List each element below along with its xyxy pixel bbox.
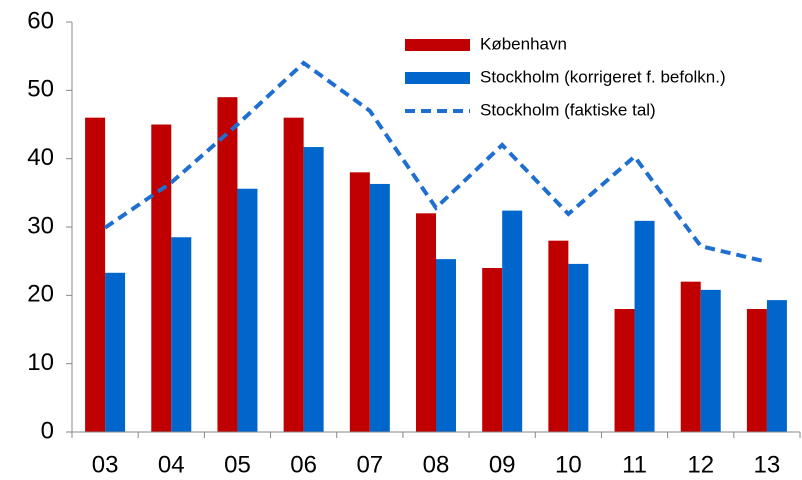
- bar: [634, 220, 655, 432]
- y-tick-label: 20: [27, 281, 54, 308]
- bar: [548, 240, 569, 432]
- bar: [766, 300, 787, 432]
- x-tick-label: 03: [92, 451, 119, 478]
- legend-swatch: [405, 39, 470, 51]
- x-tick-label: 07: [356, 451, 383, 478]
- bar: [700, 289, 721, 432]
- y-tick-label: 50: [27, 76, 54, 103]
- x-tick-label: 09: [489, 451, 516, 478]
- legend-label: Stockholm (faktiske tal): [480, 100, 656, 119]
- bar: [568, 263, 589, 432]
- x-tick-label: 04: [158, 451, 185, 478]
- y-tick-label: 30: [27, 212, 54, 239]
- x-tick-label: 06: [290, 451, 317, 478]
- x-tick-label: 13: [754, 451, 781, 478]
- bar: [349, 172, 370, 433]
- legend-swatch: [405, 72, 470, 84]
- y-tick-label: 60: [27, 7, 54, 34]
- bar: [436, 259, 456, 432]
- line: [103, 60, 768, 264]
- bar: [85, 117, 106, 433]
- bar: [482, 268, 503, 432]
- bar: [416, 213, 436, 432]
- bar: [502, 210, 523, 432]
- bar: [369, 183, 390, 432]
- bar: [171, 237, 192, 432]
- x-tick-label: 11: [622, 451, 647, 478]
- x-tick-label: 08: [423, 451, 450, 478]
- bar: [283, 117, 304, 433]
- bar: [217, 97, 238, 433]
- bar: [105, 272, 126, 432]
- x-tick-label: 12: [687, 451, 714, 478]
- bar: [151, 124, 172, 432]
- x-tick-label: 05: [224, 451, 251, 478]
- y-tick-label: 0: [41, 417, 54, 444]
- bar: [614, 309, 635, 432]
- y-tick-label: 10: [27, 349, 54, 376]
- bar: [680, 281, 701, 432]
- bar: [237, 188, 258, 432]
- legend-label: Stockholm (korrigeret f. befolkn.): [480, 67, 726, 86]
- bar: [303, 147, 324, 433]
- x-tick-label: 10: [555, 451, 582, 478]
- bar: [746, 309, 767, 432]
- legend-label: København: [480, 34, 567, 53]
- y-tick-label: 40: [27, 144, 54, 171]
